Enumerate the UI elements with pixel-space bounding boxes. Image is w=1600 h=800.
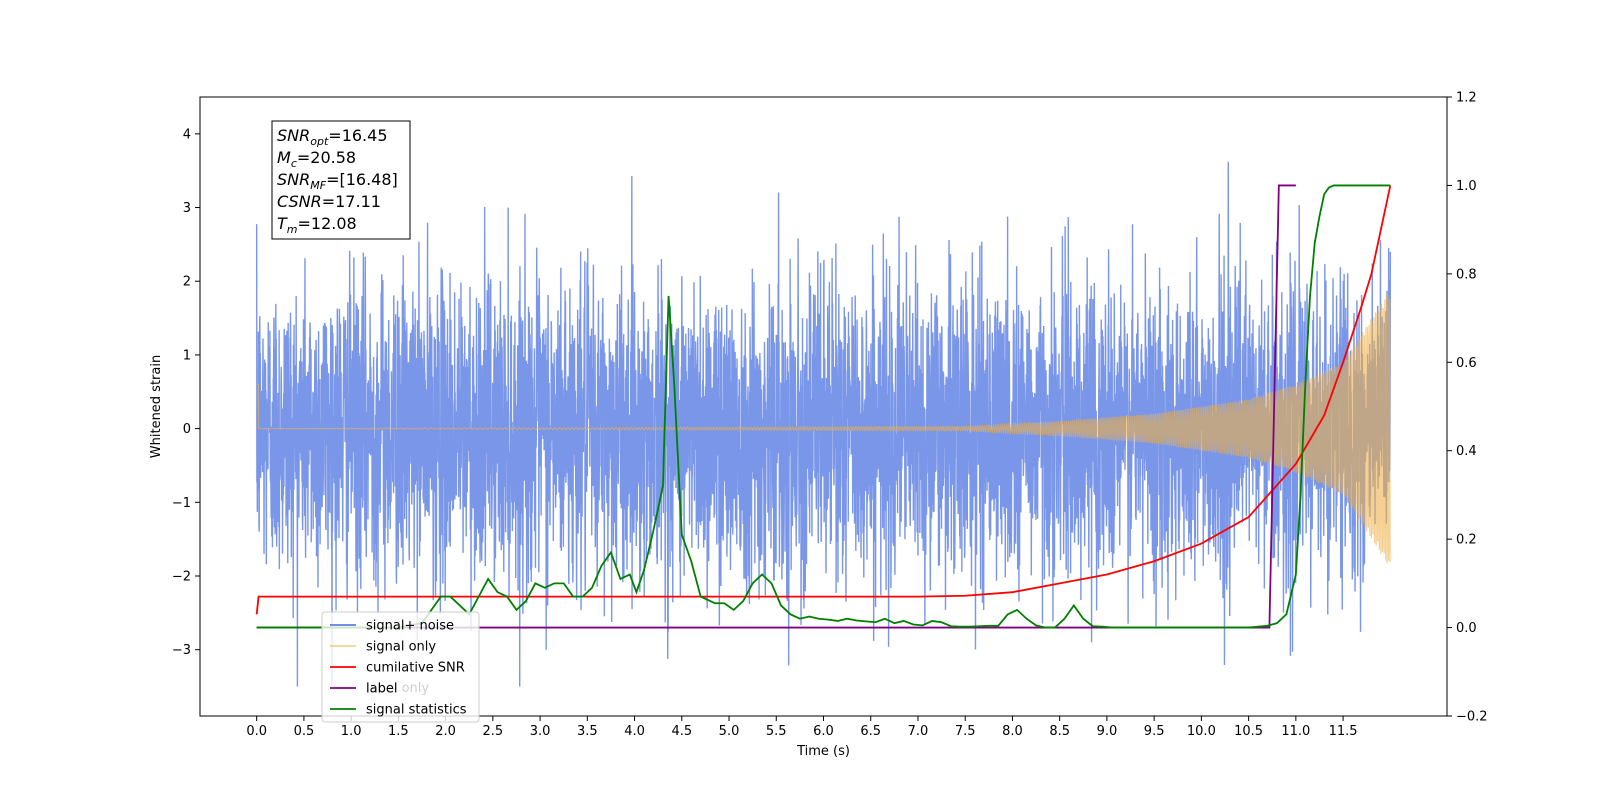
x-tick-label: 6.0 xyxy=(813,724,834,739)
axes-layer: 0.0 0.5 1.0 1.5 2.0 2.5 3.0 3.5 4.0 4.5 5.0 5.5 6.0 6… xyxy=(172,91,1488,740)
x-tick-label: 1.0 xyxy=(341,724,362,739)
y-tick-label-right: 0.6 xyxy=(1456,356,1477,371)
info-line-value: =20.58 xyxy=(297,148,356,167)
x-tick-label: 6.5 xyxy=(860,724,881,739)
info-line: Tm=12.08 xyxy=(277,214,357,236)
y-tick-label-left: 3 xyxy=(183,201,191,216)
x-tick-label: 3.0 xyxy=(530,724,551,739)
info-line-symbol: T xyxy=(277,214,288,233)
info-line-subscript: m xyxy=(287,223,298,236)
info-line-value: =17.11 xyxy=(322,192,381,211)
info-line-symbol: M xyxy=(277,148,291,167)
info-line: Mc=20.58 xyxy=(277,148,356,170)
info-line-subscript: opt xyxy=(310,135,329,148)
legend-entry-label: label xyxy=(366,682,397,697)
x-tick-label: 5.5 xyxy=(766,724,787,739)
legend-entry-label: signal+ noise xyxy=(366,619,454,634)
y-tick-label-left: 2 xyxy=(183,275,191,290)
y-tick-label-left: −3 xyxy=(172,643,191,658)
x-tick-label: 7.5 xyxy=(955,724,976,739)
x-tick-label: 11.5 xyxy=(1329,724,1358,739)
info-line-symbol: SNR xyxy=(277,126,310,145)
y-tick-label-left: −1 xyxy=(172,496,191,511)
series-signal-statistics xyxy=(256,184,1391,629)
x-tick-label: 9.0 xyxy=(1097,724,1118,739)
info-line-subscript: c xyxy=(291,157,297,170)
info-line-symbol: SNR xyxy=(277,170,310,189)
info-line-value: =12.08 xyxy=(298,214,357,233)
x-axis-label: Time (s) xyxy=(796,744,850,759)
y-tick-label-right: 1.0 xyxy=(1456,179,1477,194)
y-tick-label-right: 0.4 xyxy=(1456,444,1477,459)
x-tick-label: 4.5 xyxy=(671,724,692,739)
series-layer xyxy=(255,161,1392,687)
y-tick-label-left: 1 xyxy=(183,348,191,363)
x-tick-label: 1.5 xyxy=(388,724,409,739)
x-tick-label: 4.0 xyxy=(624,724,645,739)
y-tick-label-right: 0.8 xyxy=(1456,267,1477,282)
x-tick-label: 2.0 xyxy=(435,724,456,739)
info-box-frame xyxy=(271,120,411,240)
y-tick-label-right: 0.0 xyxy=(1456,621,1477,636)
y-tick-label-right: 0.2 xyxy=(1456,533,1477,548)
x-tick-label: 7.0 xyxy=(908,724,929,739)
x-tick-label: 2.5 xyxy=(483,724,504,739)
legend-entry-label: cumilative SNR xyxy=(366,661,465,676)
y-tick-label-left: 4 xyxy=(183,127,191,142)
x-tick-label: 8.5 xyxy=(1049,724,1070,739)
series-cumulative-snr xyxy=(255,185,1392,615)
x-tick-label: 9.5 xyxy=(1144,724,1165,739)
info-box: SNRopt=16.45Mc=20.58SNRMF=[16.48]CSNR=17… xyxy=(271,120,411,240)
info-line-value: =[16.48] xyxy=(326,170,398,189)
y-tick-label-right: 1.2 xyxy=(1456,91,1477,106)
x-tick-label: 10.5 xyxy=(1234,724,1263,739)
x-tick-label: 8.0 xyxy=(1002,724,1023,739)
info-line: CSNR=17.11 xyxy=(277,192,381,211)
x-tick-label: 3.5 xyxy=(577,724,598,739)
legend-entry-label: signal only xyxy=(366,640,436,655)
y-tick-label-left: 0 xyxy=(183,422,191,437)
x-tick-label: 0.5 xyxy=(294,724,315,739)
x-tick-label: 0.0 xyxy=(246,724,267,739)
y-tick-label-left: −2 xyxy=(172,569,191,584)
x-tick-label: 5.0 xyxy=(719,724,740,739)
info-line: SNRMF=[16.48] xyxy=(277,170,398,192)
x-tick-label: 11.0 xyxy=(1281,724,1310,739)
info-line-subscript: MF xyxy=(310,179,326,192)
y-tick-label-right: −0.2 xyxy=(1456,710,1488,725)
info-line-symbol: CSNR xyxy=(277,192,322,211)
legend-frame xyxy=(321,611,480,723)
info-line: SNRopt=16.45 xyxy=(277,126,388,148)
y-axis-label: Whitened strain xyxy=(149,355,164,458)
x-tick-label: 10.0 xyxy=(1187,724,1216,739)
info-line-value: =16.45 xyxy=(328,126,387,145)
legend-entry-label: signal statistics xyxy=(366,703,467,718)
series-label xyxy=(256,184,1296,629)
series-signal-only xyxy=(256,294,1391,564)
